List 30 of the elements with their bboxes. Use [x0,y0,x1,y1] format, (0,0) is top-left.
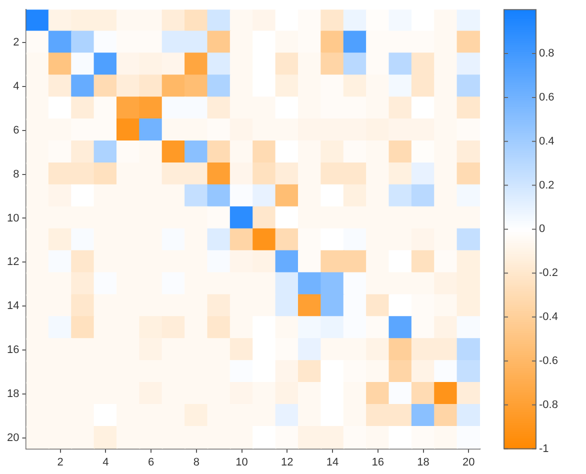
y-tick-label: 12 [6,256,20,268]
color-bar-label: 0.4 [539,135,554,148]
color-bar-label: -1 [539,442,549,455]
y-tick-label: 14 [6,300,20,312]
color-bar-label: 0 [539,223,546,236]
y-tick-label: 8 [13,168,20,180]
color-bar-label: -0.6 [539,354,558,367]
x-tick-label: 10 [236,456,248,468]
color-bar-label: 0.8 [539,48,554,60]
x-tick-label: 6 [148,456,154,468]
y-tick-label: 18 [6,388,20,400]
x-tick-label: 12 [281,456,294,468]
y-tick-label: 2 [13,36,20,49]
x-tick-label: 4 [102,456,109,468]
x-tick-label: 14 [326,456,339,468]
color-bar-label: -0.8 [539,398,558,411]
color-bar-label: -0.4 [539,311,558,324]
y-tick-label: 20 [6,432,20,444]
x-tick-label: 2 [57,456,64,468]
x-tick-label: 16 [372,456,384,468]
y-tick-label: 16 [6,344,20,356]
y-tick-label: 4 [13,80,20,92]
x-tick-label: 8 [193,456,200,468]
x-tick-label: 20 [462,456,475,468]
color-bar-label: -0.2 [539,267,558,280]
y-tick-label: 10 [6,212,20,224]
color-bar-label: 0.6 [539,91,554,104]
x-tick-label: 18 [417,456,430,468]
y-tick-label: 6 [13,124,20,136]
color-bar-label: 0.2 [539,179,554,192]
